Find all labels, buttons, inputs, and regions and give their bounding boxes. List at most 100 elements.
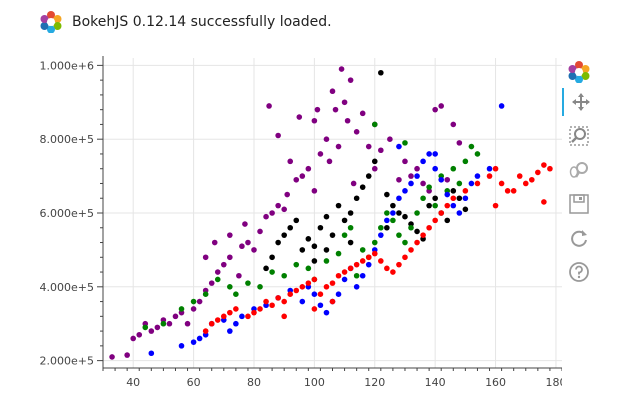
data-point [432,165,438,172]
data-point [535,169,541,176]
data-point [353,195,360,202]
reset-icon [571,230,587,247]
bokeh-logo-tool[interactable] [562,58,596,86]
pan-tool[interactable] [562,88,598,116]
data-point [178,306,185,312]
data-point [296,114,303,120]
data-point [365,254,372,261]
box-zoom-icon [569,126,589,146]
data-point [432,106,438,113]
reset-tool[interactable] [562,224,596,252]
data-point [269,254,275,261]
data-point [109,354,115,360]
data-point [474,180,481,187]
data-point [329,298,336,305]
data-point [426,151,432,157]
data-point [353,129,360,135]
wheel-zoom-tool[interactable] [562,156,596,184]
scatter-plot[interactable]: 40 60 80 100 120 140 160 180 2.000e+5 4.000e+5 6.0… [0,0,562,401]
data-point [426,184,432,190]
data-point [184,320,191,327]
data-point [236,272,242,279]
data-point [456,140,463,146]
data-point [335,250,342,257]
data-point [402,188,408,194]
x-tick-label: 60 [187,376,201,389]
data-point [516,173,523,179]
y-tick-label: 6.000e+5 [40,207,94,220]
data-point [281,232,287,238]
data-point [359,247,366,253]
data-point [408,180,414,187]
data-point [341,99,348,106]
data-point [492,202,499,209]
data-point [359,184,366,190]
data-point [353,272,360,279]
x-tick-label: 180 [545,376,562,389]
data-point [547,165,553,172]
data-point [299,298,306,305]
data-point [257,228,263,235]
data-point [245,313,251,320]
data-point [281,272,287,279]
y-tick-label: 1.000e+6 [40,59,94,72]
data-point [456,195,463,202]
data-point [408,173,414,179]
save-tool[interactable] [562,190,596,218]
data-point [408,224,414,231]
data-point [299,173,306,179]
data-point [220,261,227,268]
data-point [227,254,233,261]
data-point [305,280,312,286]
data-point [172,313,179,320]
data-point [338,66,345,72]
y-tick-label: 2.000e+5 [40,355,94,368]
data-point [462,188,469,194]
x-tick-label: 140 [425,376,446,389]
data-point [293,217,300,224]
data-point [371,165,378,172]
data-point [233,306,239,312]
data-point [384,224,390,231]
data-point [287,291,294,297]
data-point [269,269,275,275]
data-point [202,291,209,297]
help-icon [569,262,589,282]
data-point [281,313,287,320]
data-point [293,287,300,294]
data-point [239,313,245,320]
data-point [227,232,233,238]
data-point [438,210,445,216]
data-point [233,320,239,327]
data-point [384,265,390,272]
data-point [402,158,408,165]
data-point [541,199,547,205]
data-point [214,317,221,323]
data-point [245,239,251,246]
data-point [390,217,396,224]
data-point [347,77,354,83]
data-point [227,309,233,316]
y-tick-label: 8.000e+5 [40,133,94,146]
data-point [529,176,535,183]
data-point [371,250,378,257]
help-tool[interactable] [562,258,596,286]
grid [103,58,562,368]
data-point [359,272,366,279]
data-point [326,158,333,165]
data-point [396,261,402,268]
data-point [450,165,457,172]
data-point [329,88,336,95]
data-point [504,188,511,194]
data-point [154,324,161,331]
bokeh-logo-icon [568,61,590,83]
data-point [293,176,300,183]
box-zoom-tool[interactable] [562,122,596,150]
data-point [486,165,493,172]
data-point [450,195,457,202]
data-point [444,202,451,209]
data-point [378,147,384,154]
data-point [148,328,155,334]
data-point [347,265,354,272]
data-point [305,236,312,242]
